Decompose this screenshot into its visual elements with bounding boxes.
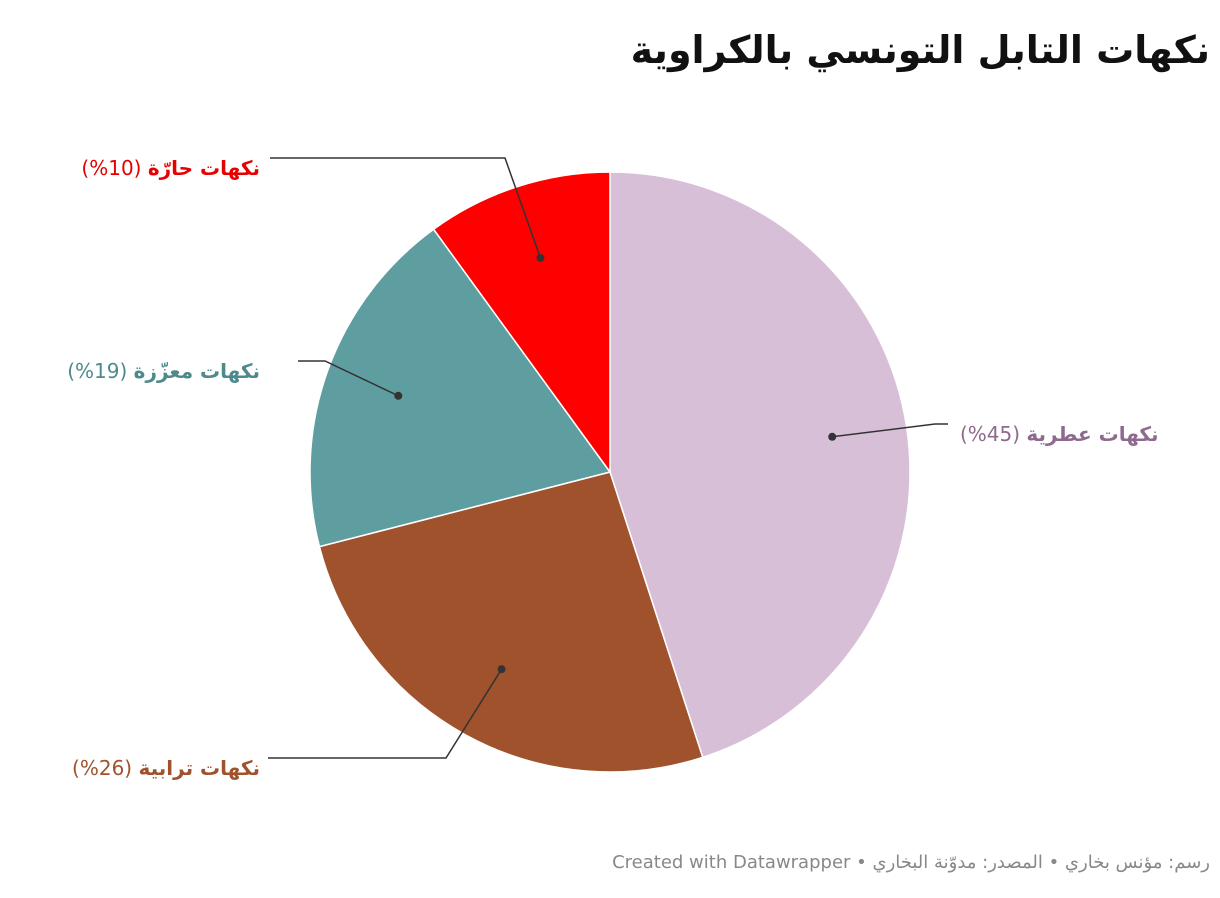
leader-line <box>270 157 542 259</box>
slice-name: نكهات عطرية <box>1026 422 1159 446</box>
leader-dot <box>828 432 837 441</box>
slice-name: نكهات حارّة <box>147 156 260 180</box>
leader-dot <box>497 665 506 674</box>
slice-label: نكهات حارّة (%10) <box>81 156 260 180</box>
slice-value: (%45) <box>960 422 1021 446</box>
pie-slice <box>309 228 612 548</box>
slice-value: (%26) <box>72 756 133 780</box>
pie-slice <box>432 171 611 475</box>
slice-name: نكهات ترابية <box>138 756 260 780</box>
pie-slice <box>609 171 911 759</box>
slice-label: نكهات عطرية (%45) <box>960 422 1159 446</box>
slice-name: نكهات معزّزة <box>133 359 260 383</box>
leader-dot <box>536 254 545 263</box>
footer-note: رسم: مؤنس بخاري • المصدر: مدوّنة البخاري… <box>612 852 1210 873</box>
slice-value: (%10) <box>81 156 142 180</box>
chart-title: نكهات التابل التونسي بالكراوية <box>630 28 1210 72</box>
slice-value: (%19) <box>67 359 128 383</box>
slice-label: نكهات ترابية (%26) <box>72 756 260 780</box>
leader-line <box>832 423 948 438</box>
leader-dot <box>394 391 403 400</box>
leader-line <box>268 668 503 759</box>
slice-label: نكهات معزّزة (%19) <box>67 359 260 383</box>
leader-line <box>298 360 399 397</box>
pie-slice <box>318 471 704 773</box>
